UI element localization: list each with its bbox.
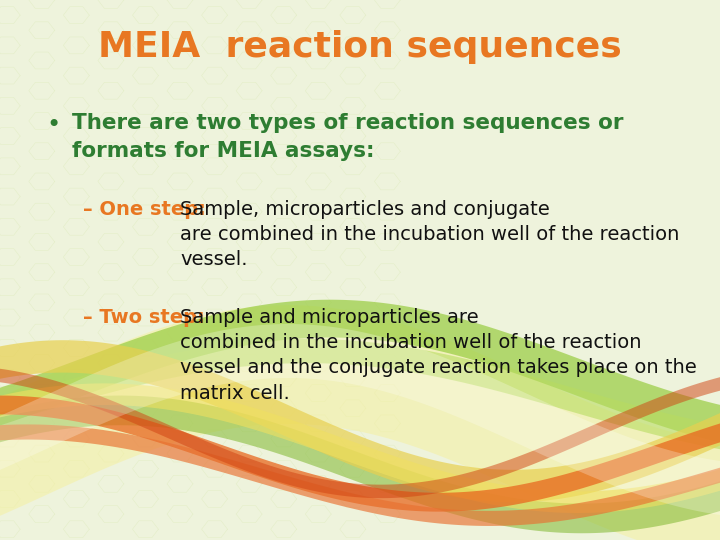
Text: Sample and microparticles are
combined in the incubation well of the reaction
ve: Sample and microparticles are combined i… [180, 308, 697, 403]
Text: MEIA  reaction sequences: MEIA reaction sequences [98, 30, 622, 64]
Text: •: • [47, 113, 61, 137]
Text: There are two types of reaction sequences or
formats for MEIA assays:: There are two types of reaction sequence… [72, 113, 624, 160]
Text: – Two step:: – Two step: [83, 308, 204, 327]
Text: Sample, microparticles and conjugate
are combined in the incubation well of the : Sample, microparticles and conjugate are… [180, 200, 680, 269]
Text: – One step:: – One step: [83, 200, 206, 219]
